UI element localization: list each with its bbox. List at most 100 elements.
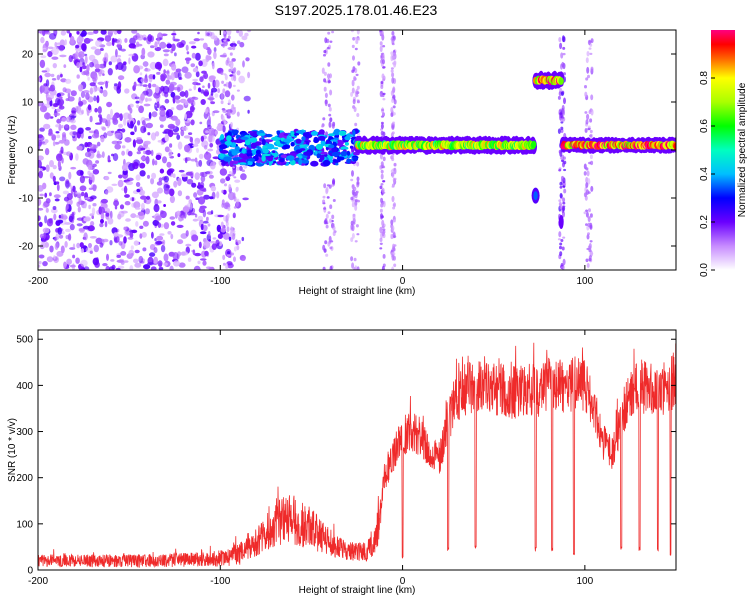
streak-speckle xyxy=(357,199,360,203)
band-blob xyxy=(247,131,254,134)
noise-speckle xyxy=(190,158,197,162)
noise-speckle xyxy=(87,164,93,171)
noise-speckle xyxy=(94,63,101,69)
noise-speckle xyxy=(117,213,122,220)
streak-speckle xyxy=(236,198,240,203)
noise-speckle xyxy=(121,210,128,214)
noise-speckle xyxy=(199,187,207,191)
streak-speckle xyxy=(382,59,385,65)
noise-speckle xyxy=(51,78,57,81)
noise-speckle xyxy=(107,68,113,76)
band-blob xyxy=(284,144,289,150)
noise-speckle xyxy=(222,232,230,240)
noise-speckle xyxy=(164,92,169,98)
noise-speckle xyxy=(44,112,51,120)
streak-speckle xyxy=(232,41,236,44)
streak-speckle xyxy=(589,118,593,123)
noise-speckle xyxy=(123,226,127,231)
noise-speckle xyxy=(56,93,62,98)
noise-speckle xyxy=(204,250,209,257)
streak-speckle xyxy=(352,213,356,221)
streak-speckle xyxy=(354,240,358,243)
streak-speckle xyxy=(329,117,333,122)
band-blob xyxy=(218,144,228,150)
noise-speckle xyxy=(53,112,61,117)
noise-speckle xyxy=(121,128,126,133)
noise-speckle xyxy=(192,67,199,73)
band-blob xyxy=(317,135,326,141)
noise-speckle xyxy=(141,120,146,126)
streak-speckle xyxy=(356,30,360,35)
noise-speckle xyxy=(143,198,147,204)
streak-speckle xyxy=(357,37,361,41)
noise-speckle xyxy=(59,176,66,182)
streak-speckle xyxy=(585,211,589,218)
noise-speckle xyxy=(118,241,123,246)
noise-speckle xyxy=(104,175,110,181)
noise-speckle xyxy=(155,85,160,94)
noise-speckle xyxy=(194,213,198,218)
streak-speckle xyxy=(323,53,326,57)
noise-speckle xyxy=(159,233,165,236)
noise-speckle xyxy=(95,160,100,164)
noise-speckle xyxy=(184,57,192,61)
streak-speckle xyxy=(351,224,355,232)
noise-speckle xyxy=(69,119,76,124)
streak-speckle xyxy=(393,163,397,167)
noise-speckle xyxy=(194,172,200,181)
band-blob xyxy=(319,154,325,161)
line-core xyxy=(558,77,564,85)
streak-speckle xyxy=(329,40,333,43)
streak-speckle xyxy=(562,205,566,208)
noise-speckle xyxy=(114,204,118,210)
band-blob xyxy=(278,158,285,163)
streak-speckle xyxy=(381,54,385,61)
noise-speckle xyxy=(61,124,64,129)
streak-speckle xyxy=(560,126,564,130)
band-blob xyxy=(302,132,309,138)
streak-speckle xyxy=(332,178,336,185)
noise-speckle xyxy=(217,233,223,239)
noise-speckle xyxy=(156,200,162,204)
streak-speckle xyxy=(379,90,383,98)
streak-speckle xyxy=(392,112,396,116)
noise-speckle xyxy=(42,30,46,37)
noise-speckle xyxy=(43,123,51,130)
noise-speckle xyxy=(38,170,43,179)
noise-speckle xyxy=(198,159,203,167)
noise-speckle xyxy=(99,206,105,214)
noise-speckle xyxy=(232,212,236,219)
noise-speckle xyxy=(83,197,91,200)
noise-speckle xyxy=(107,171,112,175)
noise-speckle xyxy=(160,210,167,219)
noise-speckle xyxy=(203,72,209,80)
noise-speckle xyxy=(167,123,175,129)
noise-speckle xyxy=(120,48,126,52)
noise-speckle xyxy=(149,61,157,70)
noise-speckle xyxy=(204,108,209,115)
noise-speckle xyxy=(123,185,128,194)
noise-speckle xyxy=(212,237,217,240)
noise-speckle xyxy=(173,39,180,42)
noise-speckle xyxy=(93,30,99,34)
streak-speckle xyxy=(391,125,395,130)
noise-speckle xyxy=(200,99,206,105)
streak-speckle xyxy=(392,206,396,210)
noise-speckle xyxy=(199,121,203,125)
noise-speckle xyxy=(76,242,81,249)
noise-speckle xyxy=(90,46,97,50)
streak-speckle xyxy=(586,51,590,57)
streak-speckle xyxy=(356,266,360,270)
noise-speckle xyxy=(188,41,196,45)
streak-speckle xyxy=(590,185,594,192)
streak-speckle xyxy=(351,44,355,49)
noise-speckle xyxy=(88,204,91,210)
noise-speckle xyxy=(48,218,53,224)
streak-speckle xyxy=(390,54,394,62)
noise-speckle xyxy=(165,70,170,74)
band-blob xyxy=(224,140,233,146)
noise-speckle xyxy=(163,69,166,74)
streak-speckle xyxy=(380,203,384,208)
streak-speckle xyxy=(382,98,386,101)
streak-speckle xyxy=(587,216,591,219)
